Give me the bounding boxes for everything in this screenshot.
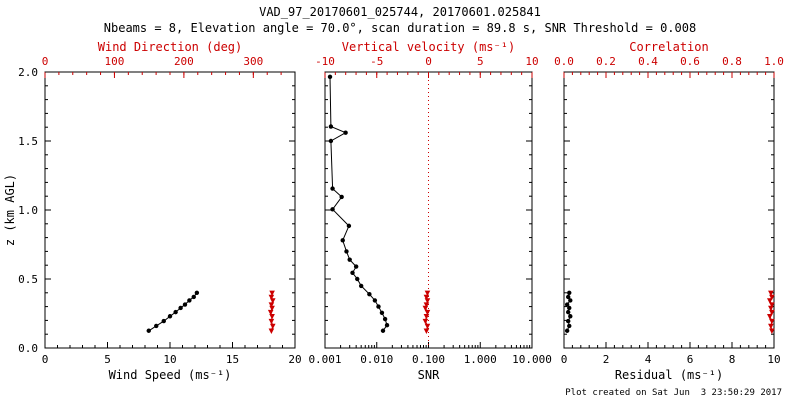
svg-text:0.2: 0.2 — [596, 55, 616, 68]
svg-text:4: 4 — [645, 353, 652, 366]
svg-text:6: 6 — [687, 353, 694, 366]
svg-text:Residual (ms⁻¹): Residual (ms⁻¹) — [615, 368, 723, 382]
svg-text:0.0: 0.0 — [554, 55, 574, 68]
svg-text:Correlation: Correlation — [629, 40, 708, 54]
svg-text:0: 0 — [42, 353, 49, 366]
svg-text:1.0: 1.0 — [764, 55, 784, 68]
plot-created-timestamp: Plot created on Sat Jun 3 23:50:29 2017 — [565, 388, 782, 398]
svg-text:0.010: 0.010 — [360, 353, 393, 366]
svg-text:100: 100 — [105, 55, 125, 68]
svg-text:1.0: 1.0 — [18, 204, 38, 217]
svg-text:-5: -5 — [370, 55, 383, 68]
svg-text:z (km AGL): z (km AGL) — [3, 174, 17, 246]
svg-text:8: 8 — [729, 353, 736, 366]
svg-text:0: 0 — [425, 55, 432, 68]
svg-text:10: 10 — [525, 55, 538, 68]
svg-text:0.001: 0.001 — [308, 353, 341, 366]
svg-text:0.8: 0.8 — [722, 55, 742, 68]
plot-subtitle: Nbeams = 8, Elevation angle = 70.0°, sca… — [103, 21, 697, 35]
svg-text:5: 5 — [477, 55, 484, 68]
svg-text:1.000: 1.000 — [464, 353, 497, 366]
svg-text:2: 2 — [603, 353, 610, 366]
svg-text:0: 0 — [42, 55, 49, 68]
svg-text:0.0: 0.0 — [18, 342, 38, 355]
svg-text:10.000: 10.000 — [512, 353, 552, 366]
svg-text:0.5: 0.5 — [18, 273, 38, 286]
svg-text:Wind Speed (ms⁻¹): Wind Speed (ms⁻¹) — [109, 368, 232, 382]
svg-text:20: 20 — [288, 353, 301, 366]
svg-text:300: 300 — [243, 55, 263, 68]
svg-text:0.6: 0.6 — [680, 55, 700, 68]
svg-text:Vertical velocity (ms⁻¹): Vertical velocity (ms⁻¹) — [342, 40, 515, 54]
svg-text:-10: -10 — [315, 55, 335, 68]
svg-text:10: 10 — [767, 353, 780, 366]
svg-text:0.100: 0.100 — [412, 353, 445, 366]
svg-text:15: 15 — [226, 353, 239, 366]
svg-text:Wind Direction (deg): Wind Direction (deg) — [98, 40, 243, 54]
plot-title: VAD_97_20170601_025744, 20170601.025841 — [259, 5, 541, 19]
svg-text:0: 0 — [561, 353, 568, 366]
svg-text:10: 10 — [163, 353, 176, 366]
svg-text:SNR: SNR — [418, 368, 440, 382]
svg-text:0.4: 0.4 — [638, 55, 658, 68]
svg-text:5: 5 — [104, 353, 111, 366]
svg-text:2.0: 2.0 — [18, 66, 38, 79]
svg-text:200: 200 — [174, 55, 194, 68]
svg-text:1.5: 1.5 — [18, 135, 38, 148]
